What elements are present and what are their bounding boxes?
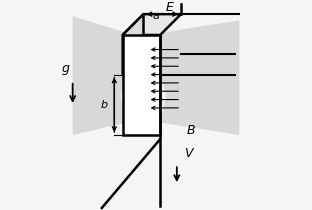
- Text: b: b: [100, 100, 107, 110]
- Polygon shape: [123, 35, 160, 135]
- Text: B: B: [187, 124, 196, 137]
- Text: V: V: [184, 147, 193, 160]
- Polygon shape: [160, 20, 239, 135]
- Text: E: E: [166, 1, 173, 14]
- Text: a: a: [153, 11, 159, 21]
- Polygon shape: [123, 14, 181, 35]
- Polygon shape: [73, 16, 129, 135]
- Text: g: g: [61, 62, 69, 75]
- Polygon shape: [123, 14, 144, 75]
